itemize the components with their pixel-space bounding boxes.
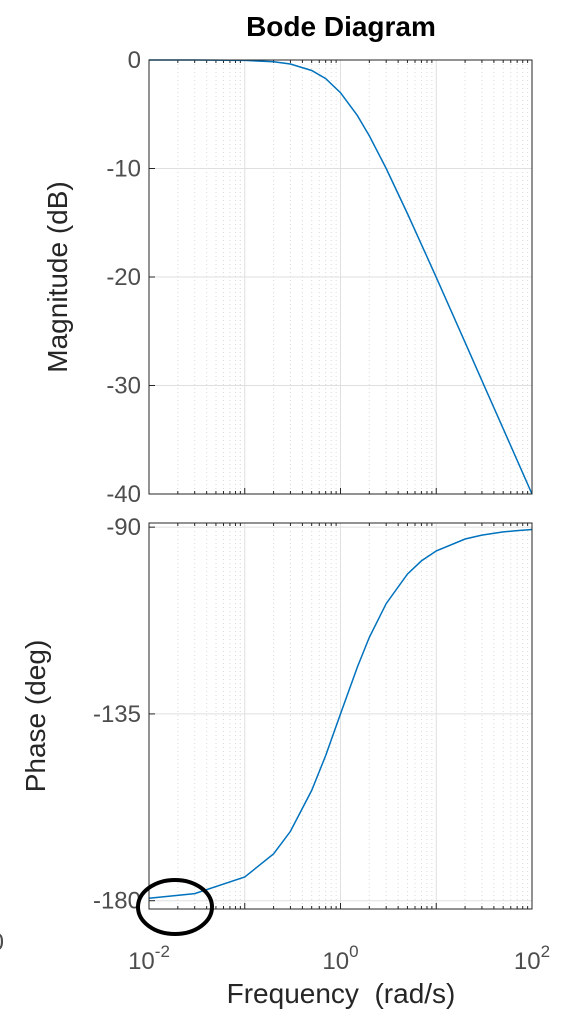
phase-y-tick-label: -180 [93,888,141,915]
phase-panel: -90 -135 -180 10-2 100 102 Phase (deg) Frequ… [20,514,550,1009]
magnitude-y-axis-title: Magnitude (dB) [42,181,73,372]
magnitude-y-tick-label: -10 [106,156,141,183]
stray-tick-label: 0 [0,929,4,956]
phase-y-tick-label: -135 [93,701,141,728]
magnitude-curve [149,59,533,495]
magnitude-panel: 0 -10 -20 -30 -40 Magnitude (dB) [42,47,533,508]
phase-axes-frame [148,522,533,910]
x-tick-label: 100 [322,942,358,975]
x-tick-label: 10-2 [128,942,170,975]
phase-y-tick-labels: -90 -135 -180 [93,514,141,915]
phase-y-axis-title: Phase (deg) [20,640,51,793]
magnitude-y-tick-label: -30 [106,373,141,400]
magnitude-axes-frame [148,59,533,495]
phase-x-tick-labels: 10-2 100 102 [128,942,550,975]
magnitude-y-tick-label: 0 [128,47,141,74]
magnitude-grid [148,59,532,495]
x-tick-label: 102 [514,942,550,975]
phase-y-tick-label: -90 [106,514,141,541]
annotation-ellipse [136,878,214,936]
magnitude-y-tick-labels: 0 -10 -20 -30 -40 [106,47,141,508]
phase-curve [148,528,533,900]
magnitude-y-tick-label: -20 [106,264,141,291]
x-axis-title: Frequency (rad/s) [227,978,456,1009]
magnitude-y-tick-label: -40 [106,481,141,508]
chart-title: Bode Diagram [246,11,436,42]
